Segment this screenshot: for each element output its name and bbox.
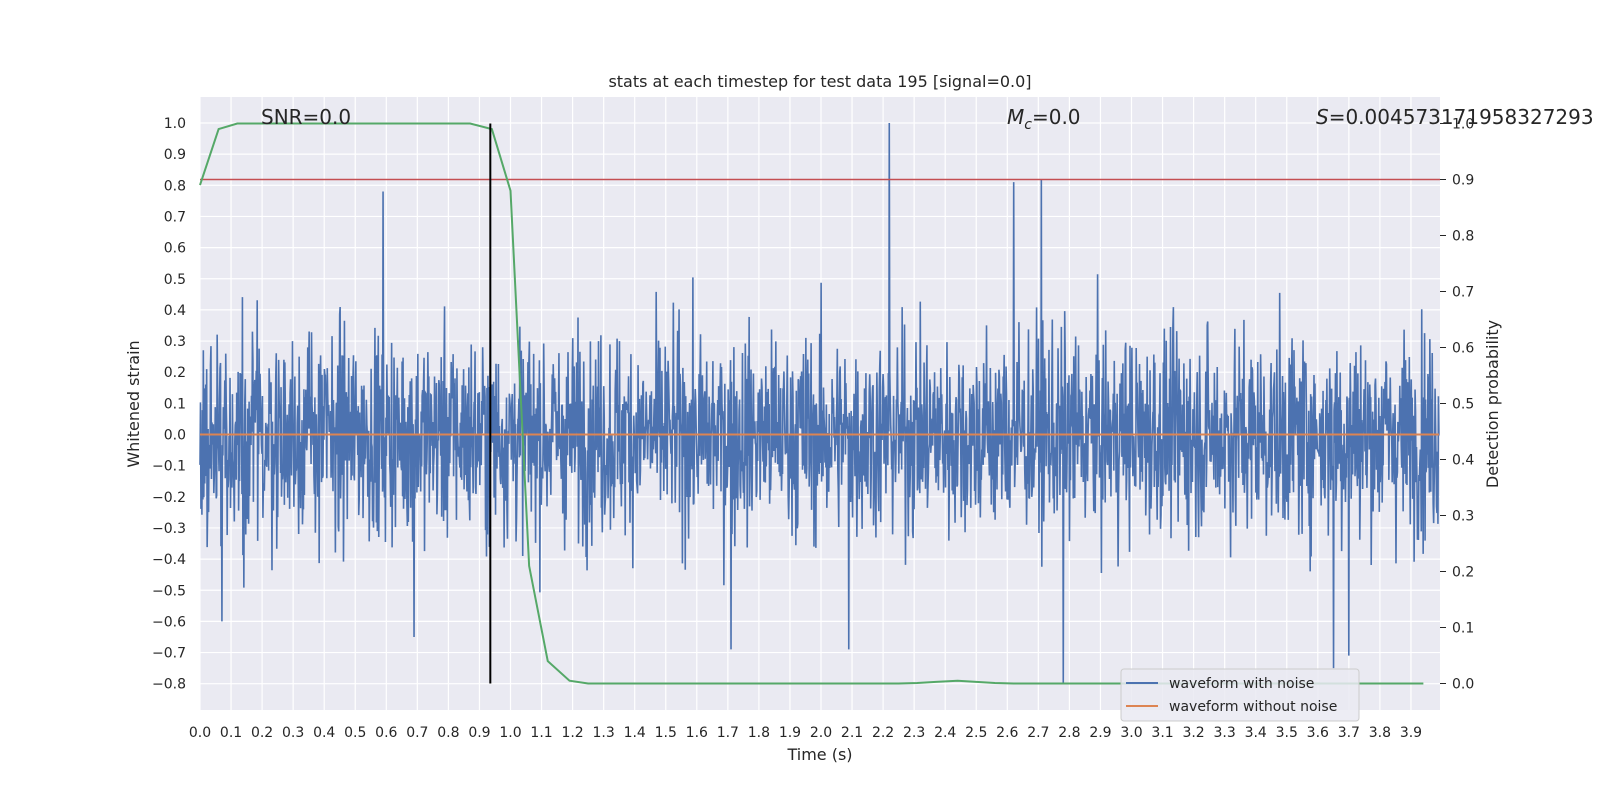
annotation-s-value: =0.004573171958327293 — [1329, 105, 1594, 129]
y-tick-label: 0.5 — [164, 272, 186, 288]
y2-tick-label: 0.2 — [1452, 565, 1474, 581]
x-tick-label: 0.7 — [406, 725, 428, 741]
chart-title: stats at each timestep for test data 195… — [608, 72, 1031, 91]
legend: waveform with noise waveform without nois… — [1120, 668, 1360, 722]
x-tick-label: 2.2 — [872, 725, 894, 741]
x-tick-label: 3.7 — [1338, 725, 1360, 741]
y2-tick-label: 0.6 — [1452, 341, 1474, 357]
annotation-s-symbol: S — [1316, 105, 1329, 129]
x-tick-label: 2.4 — [934, 725, 956, 741]
y-tick-label: 0.6 — [164, 241, 186, 257]
y2-tick-label: 0.8 — [1452, 229, 1474, 245]
y2-axis-label: Detection probability — [1483, 320, 1502, 488]
x-tick-label: 3.5 — [1276, 725, 1298, 741]
legend-box — [1120, 668, 1360, 722]
x-tick-label: 2.3 — [903, 725, 925, 741]
x-tick-label: 2.1 — [841, 725, 863, 741]
x-tick-label: 1.3 — [593, 725, 615, 741]
x-tick-label: 0.9 — [468, 725, 490, 741]
x-tick-label: 2.9 — [1089, 725, 1111, 741]
x-tick-label: 3.0 — [1120, 725, 1142, 741]
x-tick-label: 1.4 — [624, 725, 646, 741]
y2-tick-label: 0.0 — [1452, 677, 1474, 693]
y-tick-label: 0.0 — [164, 428, 186, 444]
y2-tick-label: 0.9 — [1452, 173, 1474, 189]
x-tick-label: 1.7 — [717, 725, 739, 741]
y2-tick-label: 0.1 — [1452, 621, 1474, 637]
annotation-snr: SNR=0.0 — [261, 105, 351, 129]
x-tick-label: 1.6 — [686, 725, 708, 741]
x-tick-label: 0.2 — [251, 725, 273, 741]
x-tick-label: 1.0 — [499, 725, 521, 741]
x-tick-label: 2.0 — [810, 725, 832, 741]
y-tick-label: −0.3 — [152, 521, 186, 537]
x-tick-label: 1.5 — [655, 725, 677, 741]
noise-waveform-line — [199, 122, 1440, 684]
annotation-chirp-mass: Mc=0.0 — [1007, 105, 1081, 133]
y2-tick-label: 1.0 — [1452, 117, 1474, 133]
x-tick-label: 0.6 — [375, 725, 397, 741]
y-tick-label: 0.9 — [164, 147, 186, 163]
x-tick-label: 2.6 — [996, 725, 1018, 741]
x-tick-label: 0.5 — [344, 725, 366, 741]
annotation-mc-value: =0.0 — [1032, 105, 1081, 129]
x-tick-label: 0.1 — [220, 725, 242, 741]
y-tick-label: 0.2 — [164, 365, 186, 381]
y-tick-label: −0.2 — [152, 490, 186, 506]
y2-tick-label: 0.4 — [1452, 453, 1474, 469]
x-tick-label: 3.6 — [1307, 725, 1329, 741]
y2-tick-label: 0.5 — [1452, 397, 1474, 413]
y-tick-label: −0.7 — [152, 646, 186, 662]
y-tick-label: 0.8 — [164, 178, 186, 194]
y-tick-label: −0.8 — [152, 677, 186, 693]
x-tick-label: 3.2 — [1182, 725, 1204, 741]
x-tick-label: 2.7 — [1027, 725, 1049, 741]
y-tick-label: 1.0 — [164, 116, 186, 132]
x-tick-label: 3.8 — [1369, 725, 1391, 741]
x-tick-label: 3.4 — [1245, 725, 1267, 741]
y2-tick-label: 0.7 — [1452, 285, 1474, 301]
series-waveform-with-noise — [199, 122, 1440, 684]
x-tick-label: 1.2 — [561, 725, 583, 741]
x-tick-label: 3.1 — [1151, 725, 1173, 741]
annotation-mc-symbol: M — [1007, 105, 1024, 129]
annotation-mc-subscript: c — [1024, 117, 1032, 133]
legend-label: waveform without noise — [1169, 699, 1337, 715]
y-tick-label: 0.3 — [164, 334, 186, 350]
x-axis-label: Time (s) — [786, 745, 852, 764]
y-tick-label: 0.1 — [164, 396, 186, 412]
x-tick-label: 2.5 — [965, 725, 987, 741]
x-tick-label: 3.3 — [1214, 725, 1236, 741]
y-tick-label: −0.5 — [152, 583, 186, 599]
x-tick-label: 2.8 — [1058, 725, 1080, 741]
y2-tick-label: 0.3 — [1452, 509, 1474, 525]
x-tick-label: 0.0 — [189, 725, 211, 741]
y-tick-label: −0.1 — [152, 459, 186, 475]
x-tick-label: 0.4 — [313, 725, 335, 741]
x-tick-label: 3.9 — [1400, 725, 1422, 741]
y-tick-label: 0.7 — [164, 209, 186, 225]
y-tick-label: −0.4 — [152, 552, 186, 568]
x-tick-label: 1.8 — [748, 725, 770, 741]
x-tick-label: 0.8 — [437, 725, 459, 741]
y-tick-label: −0.6 — [152, 614, 186, 630]
x-tick-label: 1.9 — [779, 725, 801, 741]
axis-ticks: 0.0 0.1 0.2 0.3 0.4 0.5 0.6 0.7 0.8 0.9 1.0 1.1 1.2 1… — [152, 116, 1474, 741]
legend-label: waveform with noise — [1169, 676, 1314, 692]
annotation-score: S=0.004573171958327293 — [1316, 105, 1594, 129]
x-tick-label: 1.1 — [530, 725, 552, 741]
x-tick-label: 0.3 — [282, 725, 304, 741]
y-axis-label: Whitened strain — [124, 340, 143, 467]
y-tick-label: 0.4 — [164, 303, 186, 319]
